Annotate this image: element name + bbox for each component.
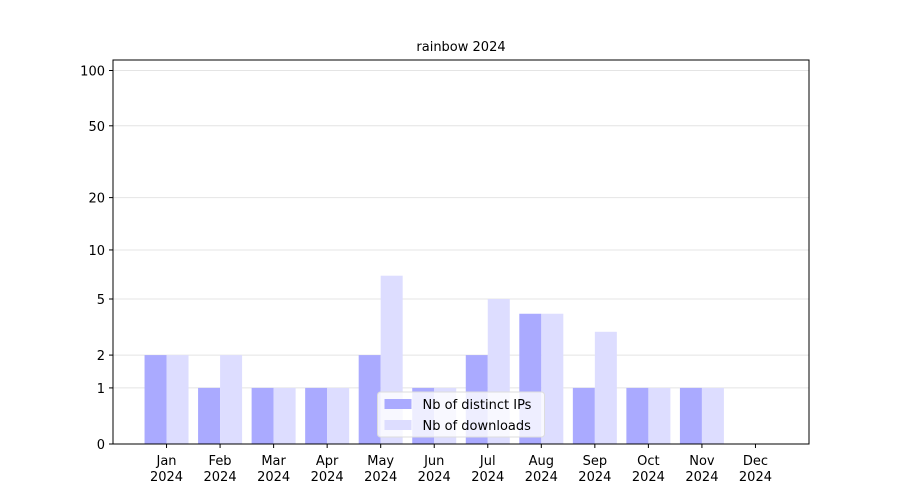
bar [251,387,274,444]
bar [679,387,702,444]
x-tick-label: Jun 2024 [418,454,451,485]
y-tick-label: 20 [88,192,105,207]
bar [144,355,167,444]
bar [198,387,221,444]
x-tick-label: Nov 2024 [685,454,718,485]
bar [594,331,617,444]
bar [220,355,243,444]
legend-swatch [384,420,412,430]
x-tick-label: Aug 2024 [525,454,558,485]
chart-title: rainbow 2024 [416,40,505,55]
x-tick-label: Feb 2024 [204,454,237,485]
bar [273,387,296,444]
bar [541,313,564,444]
x-tick-label: May 2024 [364,454,397,485]
x-tick-label: Jan 2024 [150,454,183,485]
bar [327,387,350,444]
bar [701,387,724,444]
legend-label: Nb of distinct IPs [423,398,532,413]
y-tick-label: 10 [88,244,105,259]
y-tick-label: 50 [88,120,105,135]
x-tick-label: Sep 2024 [578,454,611,485]
y-tick-label: 5 [97,293,105,308]
legend-box [377,391,545,438]
y-tick-label: 100 [80,65,105,80]
x-tick-label: Dec 2024 [739,454,772,485]
y-tick-label: 2 [97,349,105,364]
y-tick-label: 0 [97,438,105,453]
bar [305,387,328,444]
bar [626,387,649,444]
plot-frame [112,59,810,445]
x-tick-label: Mar 2024 [257,454,290,485]
bar [166,355,189,444]
bar [358,355,381,444]
x-tick-label: Jul 2024 [471,454,504,485]
legend-label: Nb of downloads [423,419,532,434]
x-tick-label: Apr 2024 [311,454,344,485]
legend-swatch [384,399,412,409]
x-tick-label: Oct 2024 [632,454,665,485]
bar [572,387,595,444]
y-tick-label: 1 [97,382,105,397]
bar [648,387,671,444]
